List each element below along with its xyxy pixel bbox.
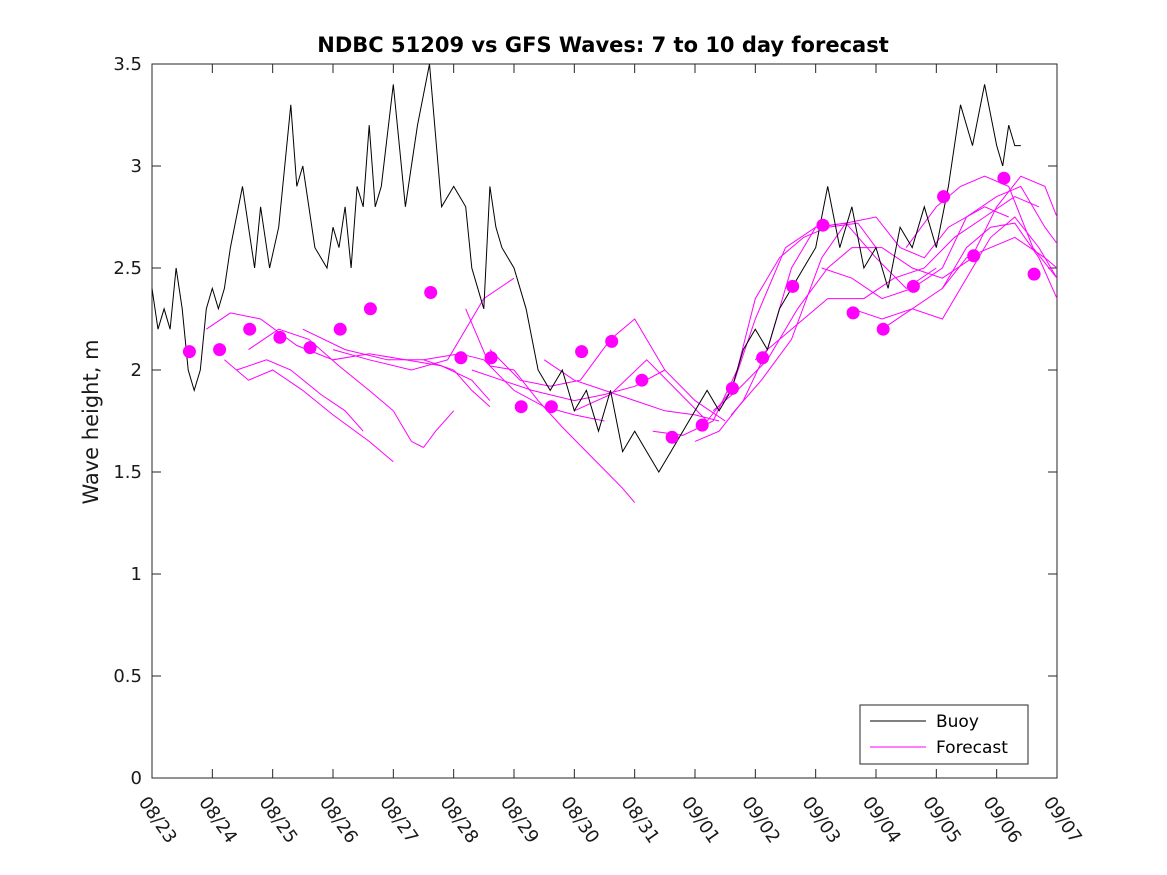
forecast-marker <box>484 351 498 365</box>
forecast-marker <box>514 400 528 414</box>
y-tick-label: 0 <box>131 768 142 789</box>
forecast-marker <box>876 322 890 336</box>
forecast-marker <box>605 334 619 348</box>
y-tick-label: 2.5 <box>113 258 142 279</box>
forecast-line <box>754 196 1040 361</box>
plot-area: 00.511.522.533.508/23 08/24 08/25 08/26 08/2… <box>113 54 1086 847</box>
forecast-line <box>730 206 1009 416</box>
forecast-marker <box>846 306 860 320</box>
forecast-marker <box>665 430 679 444</box>
y-tick-label: 1 <box>131 564 142 585</box>
y-tick-label: 3.5 <box>113 54 142 75</box>
forecast-marker <box>756 351 770 365</box>
forecast-line <box>941 222 1058 299</box>
forecast-marker <box>333 322 347 336</box>
forecast-marker <box>424 286 438 299</box>
forecast-line <box>236 359 364 432</box>
forecast-marker <box>816 218 830 232</box>
legend-box <box>859 704 1029 765</box>
forecast-line <box>851 236 1058 320</box>
forecast-marker <box>273 330 287 344</box>
forecast-marker <box>725 381 739 395</box>
y-tick-label: 0.5 <box>113 666 142 687</box>
y-tick-label: 2 <box>131 360 142 381</box>
forecast-marker <box>454 351 468 365</box>
forecast-marker <box>575 345 589 359</box>
forecast-marker <box>1027 267 1041 281</box>
forecast-line <box>543 359 720 422</box>
forecast-marker <box>937 190 951 204</box>
forecast-line <box>465 308 636 503</box>
series-layer <box>151 63 1058 503</box>
legend-label: Forecast <box>936 738 1008 758</box>
forecast-line <box>423 410 455 448</box>
forecast-marker <box>695 418 709 432</box>
forecast-marker <box>544 400 558 414</box>
forecast-line <box>224 359 394 463</box>
forecast-marker <box>786 279 800 293</box>
forecast-marker <box>303 341 317 355</box>
forecast-marker <box>243 322 257 336</box>
y-tick-label: 1.5 <box>113 462 142 483</box>
forecast-marker <box>182 345 196 359</box>
forecast-marker <box>363 302 377 316</box>
legend: Buoy Forecast <box>859 704 1029 765</box>
y-tick-label: 3 <box>131 156 142 177</box>
forecast-line <box>905 175 1058 279</box>
chart-title: NDBC 51209 vs GFS Waves: 7 to 10 day for… <box>317 33 888 57</box>
forecast-marker <box>967 249 981 263</box>
forecast-line <box>821 185 1058 300</box>
forecast-marker <box>635 373 649 387</box>
forecast-marker <box>997 171 1011 185</box>
forecast-line <box>712 247 973 412</box>
forecast-marker <box>213 343 227 357</box>
forecast-line <box>471 369 666 402</box>
forecast-marker <box>906 279 920 293</box>
legend-label: Buoy <box>936 712 979 732</box>
forecast-line <box>972 175 1058 257</box>
forecast-line <box>248 328 424 448</box>
y-axis-label: Wave height, m <box>79 339 103 504</box>
forecast-line <box>332 277 515 371</box>
buoy-line <box>151 63 1021 473</box>
